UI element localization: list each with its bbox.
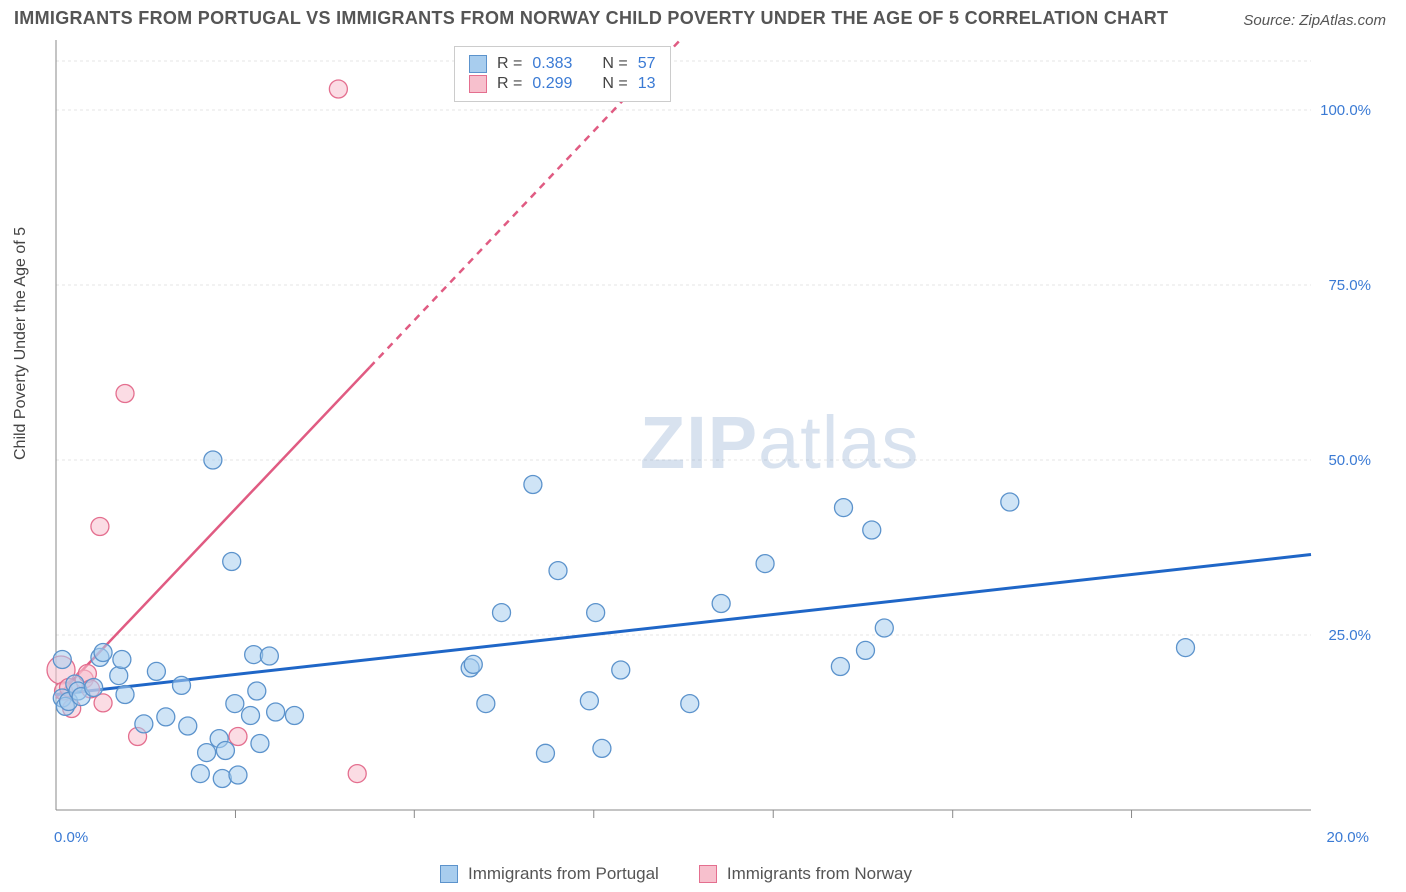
n-value-norway: 13 [638,75,656,93]
chart-container: IMMIGRANTS FROM PORTUGAL VS IMMIGRANTS F… [0,0,1406,892]
n-label: N = [602,55,627,73]
scatter-chart: 25.0% 50.0% 75.0% 100.0% 0.0% 20.0% [46,40,1386,860]
legend-label-portugal: Immigrants from Portugal [468,864,659,884]
swatch-norway [469,75,487,93]
r-label: R = [497,55,522,73]
legend-row-portugal: R = 0.383 N = 57 [469,55,656,73]
n-value-portugal: 57 [638,55,656,73]
correlation-legend: R = 0.383 N = 57 R = 0.299 N = 13 [454,46,671,102]
source-attribution: Source: ZipAtlas.com [1243,12,1386,29]
chart-title: IMMIGRANTS FROM PORTUGAL VS IMMIGRANTS F… [14,8,1168,29]
swatch-norway [699,865,717,883]
r-value-portugal: 0.383 [532,55,572,73]
n-label: N = [602,75,627,93]
svg-text:100.0%: 100.0% [1320,102,1371,119]
swatch-portugal [469,55,487,73]
legend-row-norway: R = 0.299 N = 13 [469,75,656,93]
legend-item-norway: Immigrants from Norway [699,864,912,884]
r-label: R = [497,75,522,93]
r-value-norway: 0.299 [532,75,572,93]
svg-text:0.0%: 0.0% [54,829,88,846]
svg-text:75.0%: 75.0% [1328,277,1371,294]
legend-item-portugal: Immigrants from Portugal [440,864,659,884]
swatch-portugal [440,865,458,883]
source-name: ZipAtlas.com [1299,12,1386,29]
y-axis-label: Child Poverty Under the Age of 5 [12,227,30,460]
svg-text:25.0%: 25.0% [1328,627,1371,644]
legend-label-norway: Immigrants from Norway [727,864,912,884]
source-label: Source: [1243,12,1295,29]
svg-text:20.0%: 20.0% [1326,829,1369,846]
series-legend: Immigrants from Portugal Immigrants from… [440,864,912,884]
svg-text:50.0%: 50.0% [1328,452,1371,469]
